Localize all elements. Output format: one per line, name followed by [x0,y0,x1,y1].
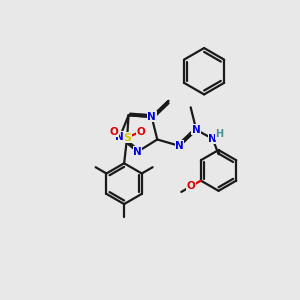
Text: N: N [175,141,184,151]
Text: H: H [215,129,223,139]
Text: O: O [109,127,118,137]
Text: S: S [123,133,131,142]
Text: N: N [192,125,201,135]
Text: N: N [133,147,142,157]
Text: N: N [116,132,124,142]
Text: O: O [136,127,145,137]
Text: N: N [147,112,156,122]
Text: N: N [208,134,217,144]
Text: O: O [187,181,196,191]
